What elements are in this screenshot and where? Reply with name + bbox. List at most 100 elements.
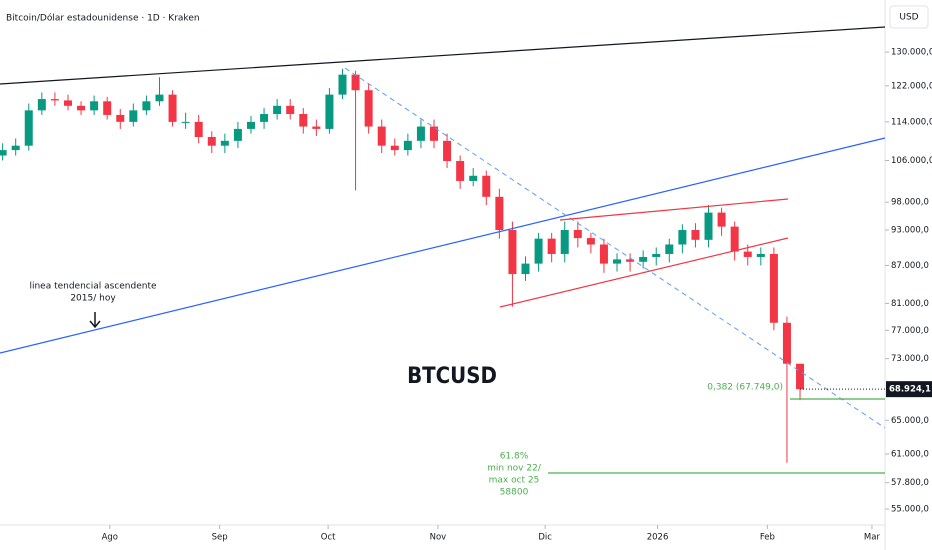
candle-body xyxy=(273,105,282,115)
x-tick-label: Mar xyxy=(864,533,881,543)
y-tick-label: 106.000,0 xyxy=(891,156,932,166)
annotation: min nov 22/ xyxy=(487,464,542,474)
channel-lower xyxy=(499,237,789,308)
candle-body xyxy=(325,94,334,129)
candle-body xyxy=(142,101,151,111)
candle-body xyxy=(364,90,373,127)
candle-body xyxy=(534,238,543,264)
candle-body xyxy=(416,126,425,141)
candle-body xyxy=(547,238,556,254)
y-tick-label: 61.000,0 xyxy=(891,450,929,460)
trendline-blue xyxy=(0,137,886,354)
candle-body xyxy=(599,244,608,264)
candle-body xyxy=(351,74,360,91)
y-tick-label: 57.800,0 xyxy=(891,478,929,488)
candle-body xyxy=(782,322,791,364)
candle-body xyxy=(560,230,569,254)
y-tick-label: 87.000,0 xyxy=(891,261,929,271)
x-tick-label: Oct xyxy=(321,533,336,543)
candle-body xyxy=(116,114,125,122)
candle-body xyxy=(168,94,177,122)
candle-body xyxy=(390,145,399,151)
x-tick-label: Dic xyxy=(538,533,552,543)
candle-body xyxy=(586,238,595,245)
y-tick-label: 77.000,0 xyxy=(891,326,929,336)
last-price-label: 68.924,1 xyxy=(889,385,931,395)
x-tick-label: Sep xyxy=(212,533,228,543)
candles xyxy=(0,68,805,463)
annotation: 0,382 (67.749,0) xyxy=(707,383,783,393)
candle-body xyxy=(508,230,517,275)
candle-body xyxy=(312,126,321,129)
candle-body xyxy=(286,105,295,115)
candle-body xyxy=(495,196,504,231)
candle-body xyxy=(155,94,164,102)
candle-body xyxy=(469,175,478,181)
candle-body xyxy=(626,259,635,262)
candle-body xyxy=(691,230,700,240)
candle-body xyxy=(299,114,308,127)
candle-body xyxy=(24,110,33,146)
y-tick-label: 65.000,0 xyxy=(891,416,929,426)
annotation: 2015/ hoy xyxy=(70,294,116,304)
annotation: 61.8% xyxy=(500,452,529,462)
candle-body xyxy=(743,251,752,257)
annotation: 58800 xyxy=(500,488,529,498)
candle-body xyxy=(103,101,112,115)
annotation: linea tendencial ascendente xyxy=(29,282,157,292)
candle-body xyxy=(220,140,229,146)
candle-body xyxy=(573,230,582,239)
candle-body xyxy=(129,110,138,122)
candle-body xyxy=(756,253,765,257)
channel-upper xyxy=(559,198,789,221)
y-tick-label: 98.000,0 xyxy=(891,198,929,208)
candle-body xyxy=(207,136,216,146)
trendline-dashed xyxy=(344,67,886,429)
candle-body xyxy=(233,128,242,141)
x-tick-label: Feb xyxy=(760,533,775,543)
candle-body xyxy=(652,253,661,257)
x-tick-label: Ago xyxy=(102,533,118,543)
symbol-label: BTCUSD xyxy=(407,364,497,389)
y-tick-label: 73.000,0 xyxy=(891,354,929,364)
candle-body xyxy=(50,99,59,101)
candle-body xyxy=(717,212,726,227)
candle-body xyxy=(377,126,386,146)
candle-body xyxy=(403,140,412,151)
candle-body xyxy=(639,256,648,262)
y-tick-label: 81.000,0 xyxy=(891,299,929,309)
y-tick-label: 55.000,0 xyxy=(891,505,929,515)
candle-body xyxy=(246,121,255,129)
y-tick-label: 114.000,0 xyxy=(891,117,932,127)
candle-body xyxy=(704,212,713,240)
currency[interactable]: USD xyxy=(899,13,918,23)
drawings xyxy=(0,26,886,474)
y-tick-label: 122.000,0 xyxy=(891,81,932,91)
trendline-black xyxy=(0,26,886,85)
candle-body xyxy=(260,114,269,122)
x-tick-label: 2026 xyxy=(647,533,669,543)
arrow-head xyxy=(89,320,101,329)
annotation: max oct 25 xyxy=(489,476,540,486)
candle-body xyxy=(194,121,203,137)
candle-body xyxy=(430,126,439,141)
last-price-box xyxy=(886,381,932,398)
candle-body xyxy=(456,161,465,181)
candle-body xyxy=(665,244,674,254)
candle-body xyxy=(63,100,72,106)
candle-body xyxy=(769,253,778,323)
y-tick-label: 130.000,0 xyxy=(891,48,932,58)
y-tick-label: 93.000,0 xyxy=(891,226,929,236)
candle-body xyxy=(482,175,491,197)
candle-body xyxy=(37,99,46,111)
candle-body xyxy=(181,121,190,123)
symbol-title: Bitcoin/Dólar estadounidense · 1D · Krak… xyxy=(6,13,200,24)
candle-body xyxy=(521,263,530,275)
candle-body xyxy=(0,150,7,156)
currency-button[interactable] xyxy=(889,5,929,29)
candle-body xyxy=(678,230,687,245)
candle-body xyxy=(77,105,86,111)
x-tick-label: Nov xyxy=(430,533,447,543)
